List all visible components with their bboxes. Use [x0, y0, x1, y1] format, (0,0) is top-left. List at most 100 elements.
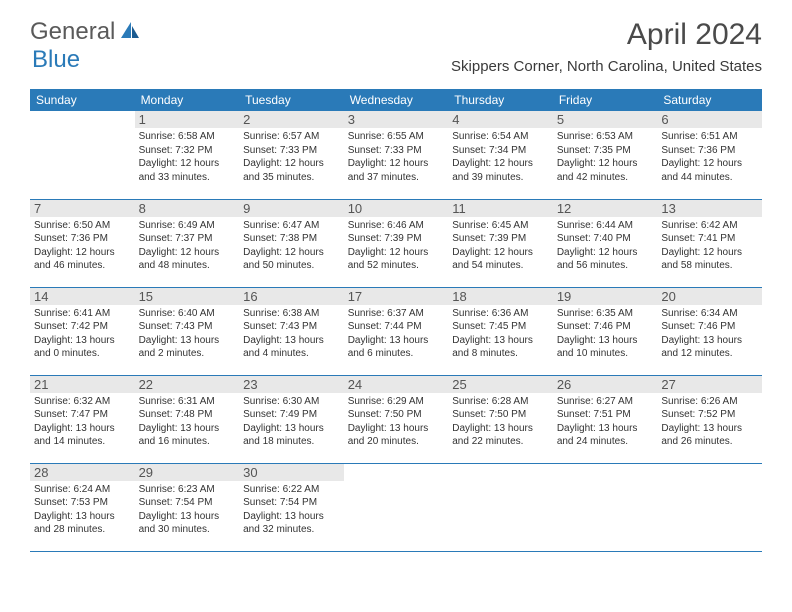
- week-row: 21 Sunrise: 6:32 AMSunset: 7:47 PMDayligh…: [30, 375, 762, 463]
- day-number: 3: [344, 111, 449, 128]
- sunrise-text: Sunrise: 6:53 AM: [557, 130, 654, 144]
- sunset-text: Sunset: 7:33 PM: [243, 144, 340, 158]
- day-info: Sunrise: 6:34 AMSunset: 7:46 PMDaylight:…: [661, 307, 758, 361]
- daylight-text: Daylight: 13 hours and 6 minutes.: [348, 334, 445, 361]
- sunset-text: Sunset: 7:46 PM: [661, 320, 758, 334]
- sunset-text: Sunset: 7:44 PM: [348, 320, 445, 334]
- day-number: 7: [30, 200, 135, 217]
- sunset-text: Sunset: 7:51 PM: [557, 408, 654, 422]
- day-cell: .: [30, 111, 135, 199]
- sunrise-text: Sunrise: 6:26 AM: [661, 395, 758, 409]
- logo-text-blue: Blue: [32, 46, 80, 73]
- sunset-text: Sunset: 7:45 PM: [452, 320, 549, 334]
- sunset-text: Sunset: 7:48 PM: [139, 408, 236, 422]
- day-cell: 20 Sunrise: 6:34 AMSunset: 7:46 PMDayligh…: [657, 287, 762, 375]
- location-text: Skippers Corner, North Carolina, United …: [451, 58, 762, 75]
- day-info: Sunrise: 6:36 AMSunset: 7:45 PMDaylight:…: [452, 307, 549, 361]
- day-info: Sunrise: 6:31 AMSunset: 7:48 PMDaylight:…: [139, 395, 236, 449]
- daylight-text: Daylight: 12 hours and 46 minutes.: [34, 246, 131, 273]
- daylight-text: Daylight: 12 hours and 44 minutes.: [661, 157, 758, 184]
- day-info: Sunrise: 6:42 AMSunset: 7:41 PMDaylight:…: [661, 219, 758, 273]
- sunrise-text: Sunrise: 6:54 AM: [452, 130, 549, 144]
- sunrise-text: Sunrise: 6:40 AM: [139, 307, 236, 321]
- day-cell: 3Sunrise: 6:55 AMSunset: 7:33 PMDaylight…: [344, 111, 449, 199]
- day-number: 29: [135, 464, 240, 481]
- day-number: 20: [657, 288, 762, 305]
- sunset-text: Sunset: 7:34 PM: [452, 144, 549, 158]
- daylight-text: Daylight: 12 hours and 52 minutes.: [348, 246, 445, 273]
- day-info: Sunrise: 6:51 AMSunset: 7:36 PMDaylight:…: [661, 130, 758, 184]
- day-number: 17: [344, 288, 449, 305]
- sunrise-text: Sunrise: 6:45 AM: [452, 219, 549, 233]
- sunset-text: Sunset: 7:33 PM: [348, 144, 445, 158]
- day-cell: 19Sunrise: 6:35 AMSunset: 7:46 PMDayligh…: [553, 287, 658, 375]
- day-number: 26: [553, 376, 658, 393]
- day-number: 28: [30, 464, 135, 481]
- day-info: Sunrise: 6:46 AMSunset: 7:39 PMDaylight:…: [348, 219, 445, 273]
- day-cell: 7Sunrise: 6:50 AMSunset: 7:36 PMDaylight…: [30, 199, 135, 287]
- sunrise-text: Sunrise: 6:35 AM: [557, 307, 654, 321]
- day-cell: 11Sunrise: 6:45 AMSunset: 7:39 PMDayligh…: [448, 199, 553, 287]
- daylight-text: Daylight: 12 hours and 39 minutes.: [452, 157, 549, 184]
- day-number: 11: [448, 200, 553, 217]
- sunset-text: Sunset: 7:46 PM: [557, 320, 654, 334]
- day-cell: .: [448, 463, 553, 551]
- sunset-text: Sunset: 7:54 PM: [139, 496, 236, 510]
- daylight-text: Daylight: 13 hours and 24 minutes.: [557, 422, 654, 449]
- day-number: 2: [239, 111, 344, 128]
- day-cell: 15Sunrise: 6:40 AMSunset: 7:43 PMDayligh…: [135, 287, 240, 375]
- daylight-text: Daylight: 12 hours and 48 minutes.: [139, 246, 236, 273]
- col-saturday: Saturday: [657, 89, 762, 111]
- sunrise-text: Sunrise: 6:42 AM: [661, 219, 758, 233]
- daylight-text: Daylight: 13 hours and 20 minutes.: [348, 422, 445, 449]
- calendar-table: Sunday Monday Tuesday Wednesday Thursday…: [30, 89, 762, 552]
- logo: General: [30, 18, 143, 46]
- sunrise-text: Sunrise: 6:46 AM: [348, 219, 445, 233]
- sunset-text: Sunset: 7:39 PM: [348, 232, 445, 246]
- col-monday: Monday: [135, 89, 240, 111]
- col-tuesday: Tuesday: [239, 89, 344, 111]
- month-title: April 2024: [451, 18, 762, 52]
- day-cell: 22Sunrise: 6:31 AMSunset: 7:48 PMDayligh…: [135, 375, 240, 463]
- day-cell: 28Sunrise: 6:24 AMSunset: 7:53 PMDayligh…: [30, 463, 135, 551]
- col-friday: Friday: [553, 89, 658, 111]
- day-info: Sunrise: 6:53 AMSunset: 7:35 PMDaylight:…: [557, 130, 654, 184]
- sunset-text: Sunset: 7:32 PM: [139, 144, 236, 158]
- header-row: Sunday Monday Tuesday Wednesday Thursday…: [30, 89, 762, 111]
- sunrise-text: Sunrise: 6:44 AM: [557, 219, 654, 233]
- day-cell: 30Sunrise: 6:22 AMSunset: 7:54 PMDayligh…: [239, 463, 344, 551]
- sunrise-text: Sunrise: 6:47 AM: [243, 219, 340, 233]
- day-info: Sunrise: 6:26 AMSunset: 7:52 PMDaylight:…: [661, 395, 758, 449]
- sunrise-text: Sunrise: 6:51 AM: [661, 130, 758, 144]
- day-number: 24: [344, 376, 449, 393]
- daylight-text: Daylight: 13 hours and 8 minutes.: [452, 334, 549, 361]
- sunrise-text: Sunrise: 6:31 AM: [139, 395, 236, 409]
- sunrise-text: Sunrise: 6:23 AM: [139, 483, 236, 497]
- day-number: 21: [30, 376, 135, 393]
- day-number: 8: [135, 200, 240, 217]
- day-cell: 27Sunrise: 6:26 AMSunset: 7:52 PMDayligh…: [657, 375, 762, 463]
- week-row: .1Sunrise: 6:58 AMSunset: 7:32 PMDayligh…: [30, 111, 762, 199]
- sunrise-text: Sunrise: 6:28 AM: [452, 395, 549, 409]
- day-cell: 25Sunrise: 6:28 AMSunset: 7:50 PMDayligh…: [448, 375, 553, 463]
- day-cell: 16Sunrise: 6:38 AMSunset: 7:43 PMDayligh…: [239, 287, 344, 375]
- week-row: 28Sunrise: 6:24 AMSunset: 7:53 PMDayligh…: [30, 463, 762, 551]
- day-info: Sunrise: 6:40 AMSunset: 7:43 PMDaylight:…: [139, 307, 236, 361]
- sunset-text: Sunset: 7:50 PM: [348, 408, 445, 422]
- sunrise-text: Sunrise: 6:38 AM: [243, 307, 340, 321]
- day-cell: 18Sunrise: 6:36 AMSunset: 7:45 PMDayligh…: [448, 287, 553, 375]
- day-number: 30: [239, 464, 344, 481]
- day-cell: 13Sunrise: 6:42 AMSunset: 7:41 PMDayligh…: [657, 199, 762, 287]
- sunrise-text: Sunrise: 6:34 AM: [661, 307, 758, 321]
- day-info: Sunrise: 6:27 AMSunset: 7:51 PMDaylight:…: [557, 395, 654, 449]
- day-cell: 26 Sunrise: 6:27 AMSunset: 7:51 PMDayligh…: [553, 375, 658, 463]
- day-cell: 9Sunrise: 6:47 AMSunset: 7:38 PMDaylight…: [239, 199, 344, 287]
- sunset-text: Sunset: 7:52 PM: [661, 408, 758, 422]
- daylight-text: Daylight: 12 hours and 54 minutes.: [452, 246, 549, 273]
- sunset-text: Sunset: 7:50 PM: [452, 408, 549, 422]
- sunset-text: Sunset: 7:53 PM: [34, 496, 131, 510]
- day-info: Sunrise: 6:32 AMSunset: 7:47 PMDaylight:…: [34, 395, 131, 449]
- day-info: Sunrise: 6:57 AMSunset: 7:33 PMDaylight:…: [243, 130, 340, 184]
- day-info: Sunrise: 6:38 AMSunset: 7:43 PMDaylight:…: [243, 307, 340, 361]
- day-info: Sunrise: 6:47 AMSunset: 7:38 PMDaylight:…: [243, 219, 340, 273]
